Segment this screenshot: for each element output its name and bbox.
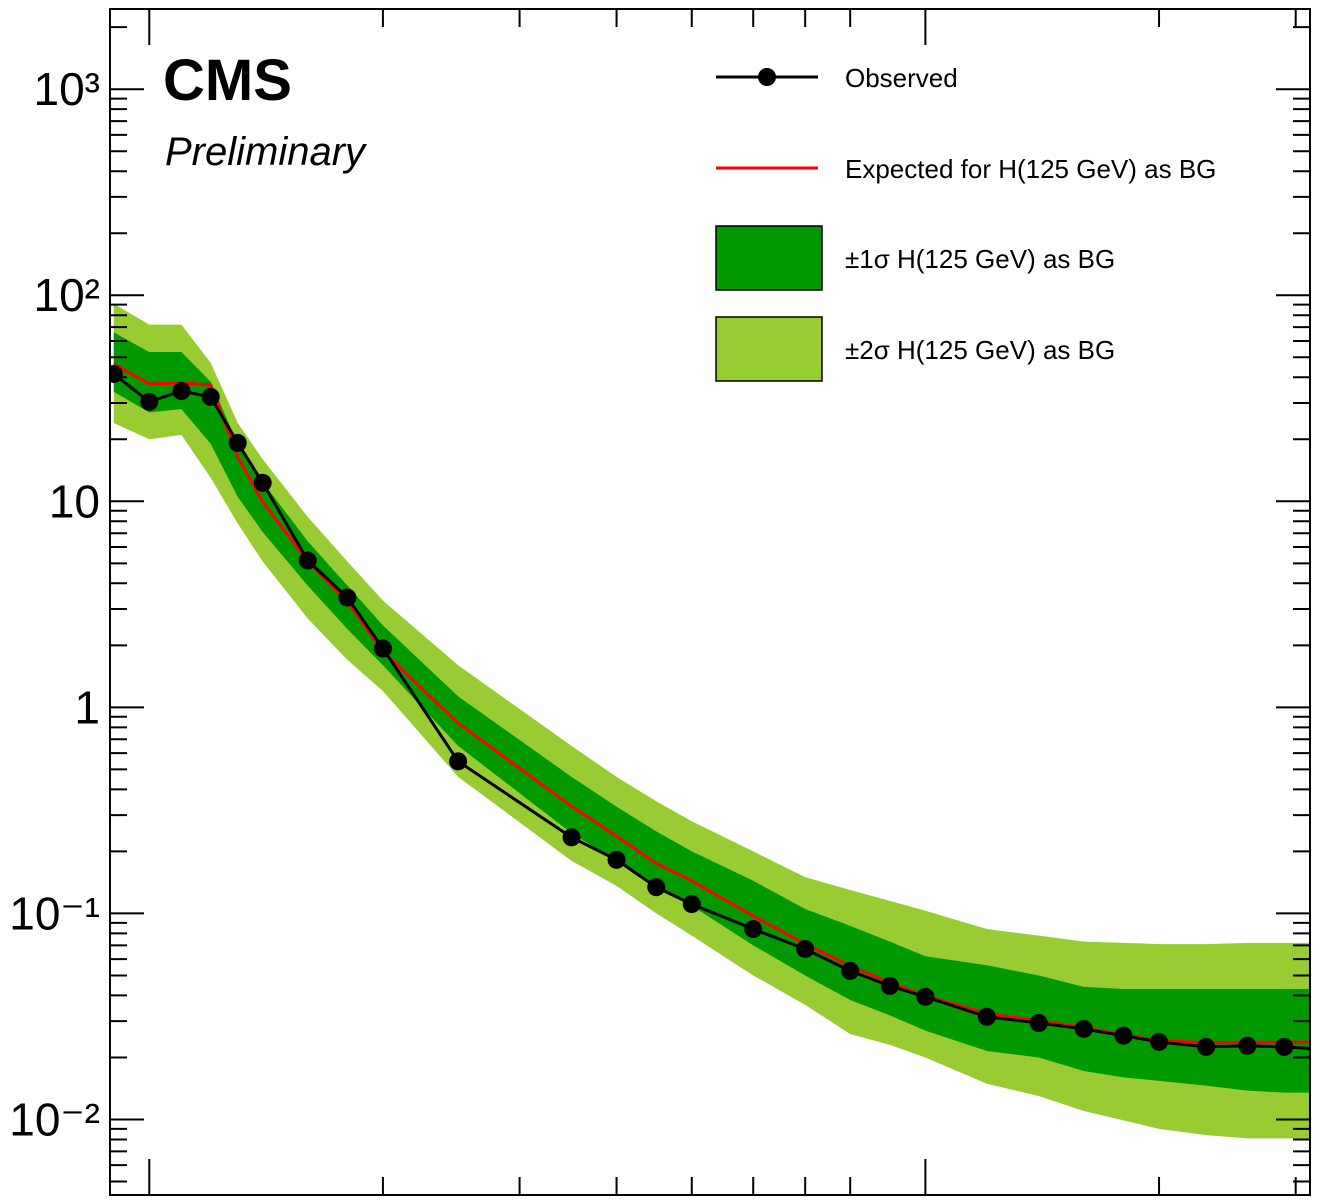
axes: 10⁻² 10⁻¹ 1 10 10² 10³ [9, 8, 1311, 1196]
y-tick-label: 10³ [34, 63, 100, 115]
marker [1238, 1036, 1257, 1055]
y-tick-label: 10² [34, 269, 100, 321]
legend-swatch [715, 225, 823, 291]
marker [841, 961, 860, 980]
marker [1114, 1026, 1133, 1045]
y-tick-label: 1 [74, 681, 100, 733]
marker [607, 850, 626, 869]
marker [449, 752, 468, 771]
legend-label: Observed [845, 63, 958, 93]
marker [172, 382, 191, 401]
marker [110, 364, 123, 383]
plot-area [110, 303, 1310, 1139]
marker [253, 473, 272, 492]
marker [140, 392, 159, 411]
chart-title: CMS [163, 48, 292, 113]
marker [880, 976, 899, 995]
marker [1029, 1013, 1048, 1032]
marker [977, 1007, 996, 1026]
marker [916, 987, 935, 1006]
marker [1275, 1037, 1294, 1056]
marker [298, 551, 317, 570]
y-tick-label: 10⁻² [9, 1093, 100, 1145]
marker [647, 878, 666, 897]
legend-label: Expected for H(125 GeV) as BG [845, 154, 1216, 184]
legend-marker [758, 68, 776, 86]
marker [1074, 1019, 1093, 1038]
marker [1197, 1037, 1216, 1056]
legend-label: ±2σ H(125 GeV) as BG [845, 335, 1115, 365]
marker [562, 828, 581, 847]
legend: Observed Expected for H(125 GeV) as BG ±1σ… [715, 63, 1216, 382]
band [113, 332, 1310, 1093]
marker [228, 433, 247, 452]
marker [373, 639, 392, 658]
legend-label: ±1σ H(125 GeV) as BG [845, 244, 1115, 274]
plot-frame [109, 8, 1311, 1196]
marker [796, 939, 815, 958]
legend-swatch [715, 316, 823, 382]
marker [682, 895, 701, 914]
marker [1150, 1032, 1169, 1051]
marker [201, 387, 220, 406]
y-tick-label: 10⁻¹ [9, 887, 100, 939]
y-tick-label: 10 [49, 475, 100, 527]
line [112, 372, 1310, 1050]
marker [744, 920, 763, 939]
chart-subtitle: Preliminary [165, 130, 368, 174]
marker [338, 588, 357, 607]
